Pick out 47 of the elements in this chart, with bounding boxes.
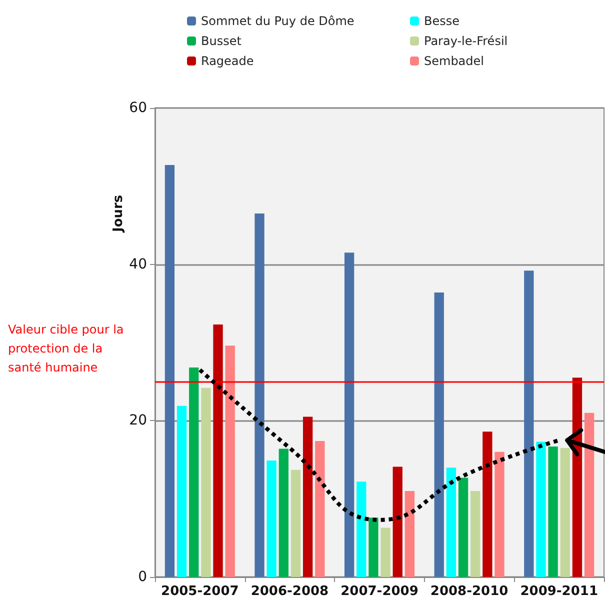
bar [344,252,354,577]
x-tick-label: 2006-2008 [250,584,329,599]
bar [368,518,378,577]
ref-line-label: Valeur cible pour la protection de la santé humaine [8,322,128,374]
bar [470,491,480,577]
legend-label: Busset [201,34,242,48]
bar [584,412,594,577]
x-tick-label: 2005-2007 [161,584,239,599]
bar [176,406,187,577]
y-tick-label: 20 [129,412,147,429]
bar [164,165,175,577]
bar [572,378,582,577]
legend-label: Sommet du Puy de Dôme [201,14,354,28]
bar [225,346,235,577]
legend-label: Paray-le-Frésil [424,34,508,48]
legend-label: Sembadel [424,54,484,68]
y-tick-label: 60 [129,100,147,116]
legend-label: Rageade [201,54,254,68]
bar [278,448,288,577]
bar [302,416,313,577]
bar [392,466,402,577]
bar [315,440,325,577]
bar [266,460,276,577]
bar [548,446,558,577]
bar [404,491,415,577]
bar [356,482,366,577]
bar [380,528,390,577]
x-tick-label: 2007-2009 [340,584,418,599]
bar [290,470,301,577]
bar [434,292,444,577]
y-tick-label: 40 [129,256,147,272]
bar [189,368,199,577]
x-tick-label: 2009-2011 [520,584,598,599]
bar [536,442,546,577]
legend-label: Besse [424,14,460,28]
bar [201,388,211,577]
bar [494,452,504,577]
bar [482,432,492,577]
bar [524,270,534,577]
bar [458,478,468,577]
y-axis-title: Jours [111,194,126,233]
bar [446,468,456,577]
bar [254,214,264,577]
y-tick-label: 0 [138,569,147,585]
bar [560,448,570,577]
bar [213,324,223,577]
x-tick-label: 2008-2010 [430,584,508,599]
